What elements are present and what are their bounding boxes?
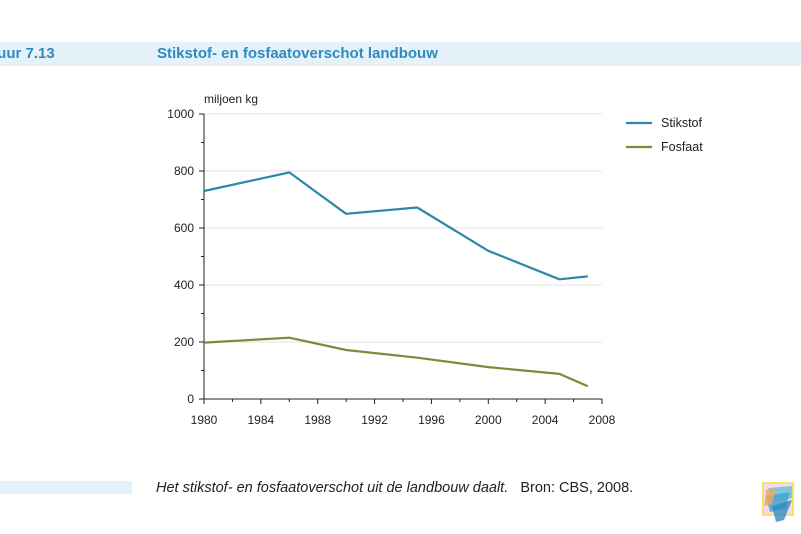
y-tick-label: 200 [174,335,194,349]
caption-band [0,481,132,494]
series-line-stikstof [203,171,588,281]
axes: 0 200 400 600 800 1000 1980 1984 1988 1992 1996 200… [167,107,615,427]
x-tick-label: 2008 [589,413,616,427]
title-band [0,42,801,66]
caption: Het stikstof- en fosfaatoverschot uit de… [156,480,633,496]
publisher-logo-icon [762,482,794,522]
legend-label-fosfaat: Fosfaat [661,140,703,154]
x-tick-label: 1992 [361,413,388,427]
y-tick-label: 1000 [167,107,194,121]
y-tick-label: 800 [174,164,194,178]
series-lines [203,171,589,388]
y-tick-label: 600 [174,221,194,235]
series-line-fosfaat [203,336,589,388]
gridlines [204,113,602,343]
figure-title: Stikstof- en fosfaatoverschot landbouw [157,45,438,62]
x-tick-label: 1984 [248,413,275,427]
x-tick-label: 1980 [191,413,218,427]
y-axis-label: miljoen kg [204,92,258,106]
legend: Stikstof Fosfaat [626,116,703,154]
figure-label: guur 7.13 [0,45,55,62]
x-tick-label: 1988 [304,413,331,427]
legend-label-stikstof: Stikstof [661,116,703,130]
x-tick-label: 2000 [475,413,502,427]
caption-source: Bron: CBS, 2008. [520,480,634,496]
caption-text: Het stikstof- en fosfaatoverschot uit de… [156,480,509,496]
x-tick-label: 2004 [532,413,559,427]
y-tick-label: 400 [174,278,194,292]
x-tick-label: 1996 [418,413,445,427]
y-tick-label: 0 [187,392,194,406]
